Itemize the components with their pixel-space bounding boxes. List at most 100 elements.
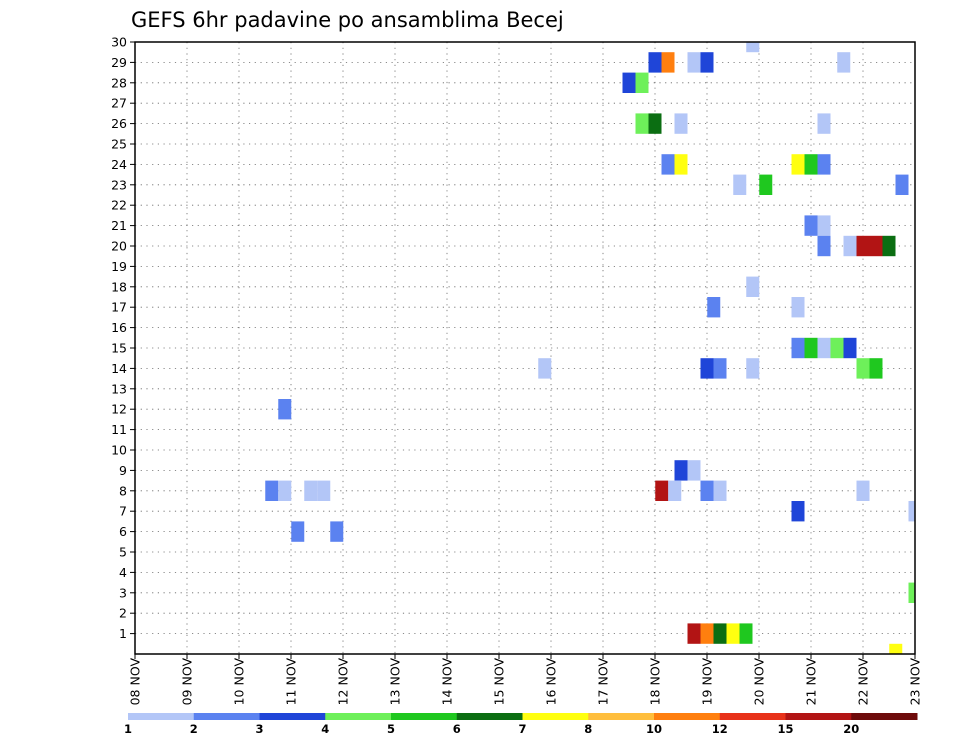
x-tick-label: 12 NOV [336, 658, 351, 706]
precip-cell [278, 480, 292, 501]
precip-cell [746, 42, 760, 53]
precip-cell [661, 154, 675, 175]
y-tick-label: 25 [111, 137, 127, 152]
y-tick-label: 28 [111, 75, 127, 90]
precip-cell [804, 337, 818, 359]
precip-cell [661, 52, 675, 73]
y-tick-label: 1 [119, 626, 127, 641]
x-tick-label: 09 NOV [180, 658, 195, 706]
precip-cell [869, 358, 883, 379]
precip-cell [538, 358, 552, 379]
precip-cell [330, 521, 344, 542]
precip-cell [817, 154, 831, 175]
y-tick-label: 9 [119, 463, 127, 478]
precip-cell [856, 358, 870, 379]
y-tick-label: 27 [111, 96, 127, 111]
precip-cell [674, 154, 688, 175]
x-tick-label: 21 NOV [804, 658, 819, 706]
colorbar-label: 7 [518, 722, 526, 736]
colorbar-segment [719, 713, 786, 720]
precip-cell [817, 337, 831, 359]
precip-cell [700, 52, 714, 73]
precip-cell [908, 582, 915, 603]
x-tick-label: 10 NOV [232, 658, 247, 706]
y-tick-label: 4 [119, 565, 127, 580]
precip-cell [707, 297, 721, 318]
precip-cell [746, 276, 760, 297]
precip-cell [791, 297, 805, 318]
y-tick-label: 8 [119, 483, 127, 498]
precip-cell [739, 623, 753, 644]
colorbar-label: 3 [255, 722, 263, 736]
x-tick-label: 16 NOV [544, 658, 559, 706]
y-tick-label: 5 [119, 545, 127, 560]
colorbar-legend: 1 2 3 4 5 6 7 8 10 12 15 20 [124, 713, 918, 736]
y-tick-label: 11 [111, 422, 127, 437]
y-axis-ticks: 1234567891011121314151617181920212223242… [111, 35, 135, 641]
precip-cell [674, 113, 688, 134]
precip-cell [304, 480, 318, 501]
x-tick-label: 22 NOV [856, 658, 871, 706]
precip-cell [668, 480, 682, 501]
precip-cell [856, 480, 870, 501]
colorbar-segment [785, 713, 852, 720]
colorbar-label: 10 [646, 722, 662, 736]
x-tick-label: 15 NOV [492, 658, 507, 706]
y-tick-label: 29 [111, 55, 127, 70]
precip-cell [674, 460, 688, 481]
y-tick-label: 14 [111, 361, 127, 376]
precip-cell [843, 337, 857, 359]
precip-cell [726, 623, 740, 644]
y-tick-label: 21 [111, 218, 127, 233]
colorbar-segment [522, 713, 589, 720]
precip-cell [817, 113, 831, 134]
y-tick-label: 18 [111, 279, 127, 294]
y-tick-label: 7 [119, 504, 127, 519]
x-tick-label: 23 NOV [908, 658, 923, 706]
precip-cell [635, 113, 649, 134]
precip-cell [843, 235, 857, 257]
precip-cell [733, 174, 747, 195]
precip-cell [882, 235, 896, 257]
y-tick-label: 13 [111, 381, 127, 396]
precip-cell [700, 358, 714, 379]
precip-cell [791, 154, 805, 175]
precip-cell [759, 174, 773, 195]
precip-cell [830, 337, 844, 359]
x-tick-label: 08 NOV [128, 658, 143, 706]
colorbar-label: 8 [584, 722, 592, 736]
precip-cell [278, 399, 292, 420]
y-tick-label: 19 [111, 259, 127, 274]
precip-cell [713, 480, 727, 501]
precip-cell [895, 174, 909, 195]
precip-cell [713, 623, 727, 644]
colorbar-segment [325, 713, 392, 720]
y-tick-label: 2 [119, 606, 127, 621]
precip-cell [817, 215, 831, 236]
colorbar-segment [193, 713, 260, 720]
y-tick-label: 10 [111, 443, 127, 458]
colorbar-label: 20 [843, 722, 859, 736]
precip-cell [856, 235, 870, 257]
precip-cell [804, 215, 818, 236]
precip-cell [791, 337, 805, 359]
precip-cell [317, 480, 331, 501]
precip-cell [817, 235, 831, 257]
precip-cell [687, 460, 701, 481]
precip-cell [291, 521, 305, 542]
precip-cell [746, 358, 760, 379]
x-tick-label: 14 NOV [440, 658, 455, 706]
precip-cell [713, 358, 727, 379]
precip-cell [635, 72, 649, 93]
x-tick-label: 11 NOV [284, 658, 299, 706]
precip-cell [791, 501, 805, 522]
colorbar-label: 5 [387, 722, 395, 736]
colorbar-label: 2 [190, 722, 198, 736]
colorbar-segment [128, 713, 195, 720]
y-tick-label: 15 [111, 341, 127, 356]
precip-cell [889, 643, 903, 654]
precip-cell [687, 52, 701, 73]
x-tick-label: 17 NOV [596, 658, 611, 706]
y-tick-label: 12 [111, 402, 127, 417]
precip-cell [265, 480, 279, 501]
